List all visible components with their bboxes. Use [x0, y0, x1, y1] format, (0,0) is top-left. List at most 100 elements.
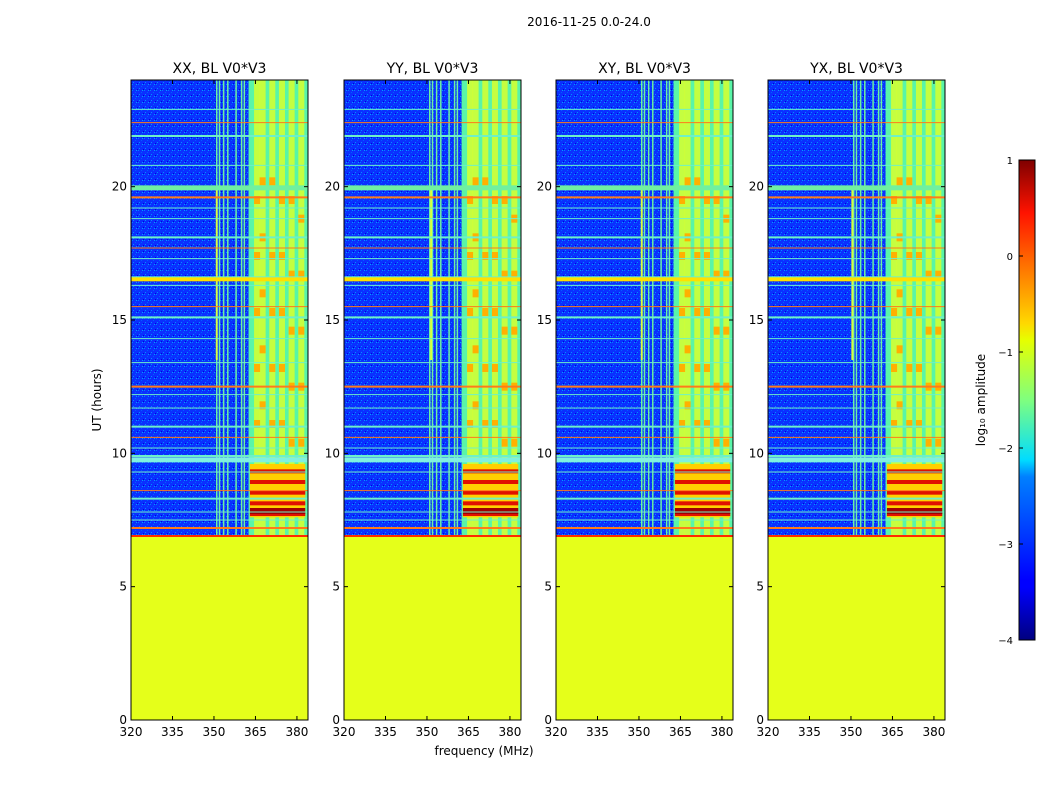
band-patch [288, 438, 295, 447]
heatmap-panel: YY, BL V0*V3 320 335 350 365 380 0 5 10 15 20 [325, 61, 522, 739]
panel-frame [343, 79, 522, 721]
heatmap-panel: XY, BL V0*V3 320 335 350 365 380 0 5 10 15 20 [537, 61, 734, 739]
band-patch [254, 252, 261, 260]
colorbar-tick-label: 0 [1007, 252, 1013, 263]
band-patch [896, 401, 903, 410]
band-patch [694, 420, 701, 428]
band-patch [472, 345, 479, 354]
x-tick-label: 380 [710, 725, 733, 739]
band-patch [278, 308, 285, 316]
rfi-band [768, 185, 945, 191]
band-patch [915, 420, 922, 428]
band-patch [684, 401, 691, 410]
band-patch [472, 401, 479, 410]
y-tick-label: 15 [749, 313, 764, 327]
band-patch [467, 364, 474, 372]
band-patch [288, 270, 295, 279]
no-data-region [344, 536, 521, 720]
x-tick-label: 350 [840, 725, 863, 739]
rfi-band [556, 185, 733, 191]
band-stripe [511, 80, 518, 536]
panel-title: XX, BL V0*V3 [173, 61, 267, 77]
band-patch [694, 177, 701, 186]
band-stripe [925, 80, 932, 536]
burst-row [674, 501, 731, 506]
burst-row [674, 480, 731, 484]
panel-frame [555, 79, 734, 721]
band-patch [254, 308, 261, 316]
x-tick-label: 350 [203, 725, 226, 739]
band-patch [511, 270, 518, 279]
band-patch [935, 438, 942, 447]
band-stripe [935, 80, 942, 536]
band-patch [679, 420, 686, 428]
band-patch [679, 252, 686, 260]
band-patch [501, 438, 508, 447]
band-patch [906, 252, 913, 260]
x-tick-label: 335 [161, 725, 184, 739]
band-patch [694, 308, 701, 316]
band-patch [925, 196, 932, 204]
burst-core [886, 508, 943, 514]
band-patch [482, 364, 489, 372]
band-patch [935, 270, 942, 279]
band-patch [259, 177, 266, 186]
panel-body [768, 80, 945, 720]
band-patch [891, 364, 898, 372]
band-patch [501, 270, 508, 279]
x-tick-label: 335 [586, 725, 609, 739]
y-tick-label: 0 [756, 713, 764, 727]
band-patch [278, 196, 285, 204]
burst-row [886, 490, 943, 495]
y-tick-label: 10 [749, 446, 764, 460]
band-patch [896, 289, 903, 298]
burst-row [249, 469, 306, 474]
band-patch [491, 196, 498, 204]
band-patch [491, 420, 498, 428]
band-stripe [259, 80, 266, 536]
band-patch [713, 270, 720, 279]
burst-row [886, 469, 943, 474]
band-patch [472, 289, 479, 298]
band-patch [925, 326, 932, 335]
band-patch [298, 326, 305, 335]
burst-core [674, 508, 731, 514]
x-tick-label: 365 [881, 725, 904, 739]
band-patch [891, 420, 898, 428]
y-tick-label: 20 [537, 180, 552, 194]
band-patch [259, 289, 266, 298]
y-tick-label: 15 [325, 313, 340, 327]
band-patch [298, 270, 305, 279]
no-data-region [556, 536, 733, 720]
x-axis-label: frequency (MHz) [434, 744, 533, 758]
band-stripe [288, 80, 295, 536]
colorbar-tick-label: −1 [998, 348, 1013, 359]
panel-frame [130, 79, 309, 721]
band-patch [694, 252, 701, 260]
band-patch [288, 196, 295, 204]
y-tick-label: 0 [332, 713, 340, 727]
band-patch [491, 252, 498, 260]
burst-row [462, 501, 519, 506]
burst-row [462, 480, 519, 484]
panel-body [556, 80, 733, 720]
burst-row [886, 480, 943, 484]
rfi-band [131, 185, 308, 191]
band-patch [891, 196, 898, 204]
burst-row [249, 490, 306, 495]
rfi-band [344, 457, 521, 463]
band-patch [713, 196, 720, 204]
band-patch [896, 345, 903, 354]
band-patch [896, 177, 903, 186]
band-patch [467, 252, 474, 260]
x-tick-label: 335 [374, 725, 397, 739]
burst-core [249, 508, 306, 514]
y-tick-label: 20 [112, 180, 127, 194]
band-stripe [298, 80, 305, 536]
x-tick-label: 320 [757, 725, 780, 739]
band-patch [713, 438, 720, 447]
x-tick-label: 365 [457, 725, 480, 739]
band-patch [694, 364, 701, 372]
y-tick-label: 10 [112, 446, 127, 460]
